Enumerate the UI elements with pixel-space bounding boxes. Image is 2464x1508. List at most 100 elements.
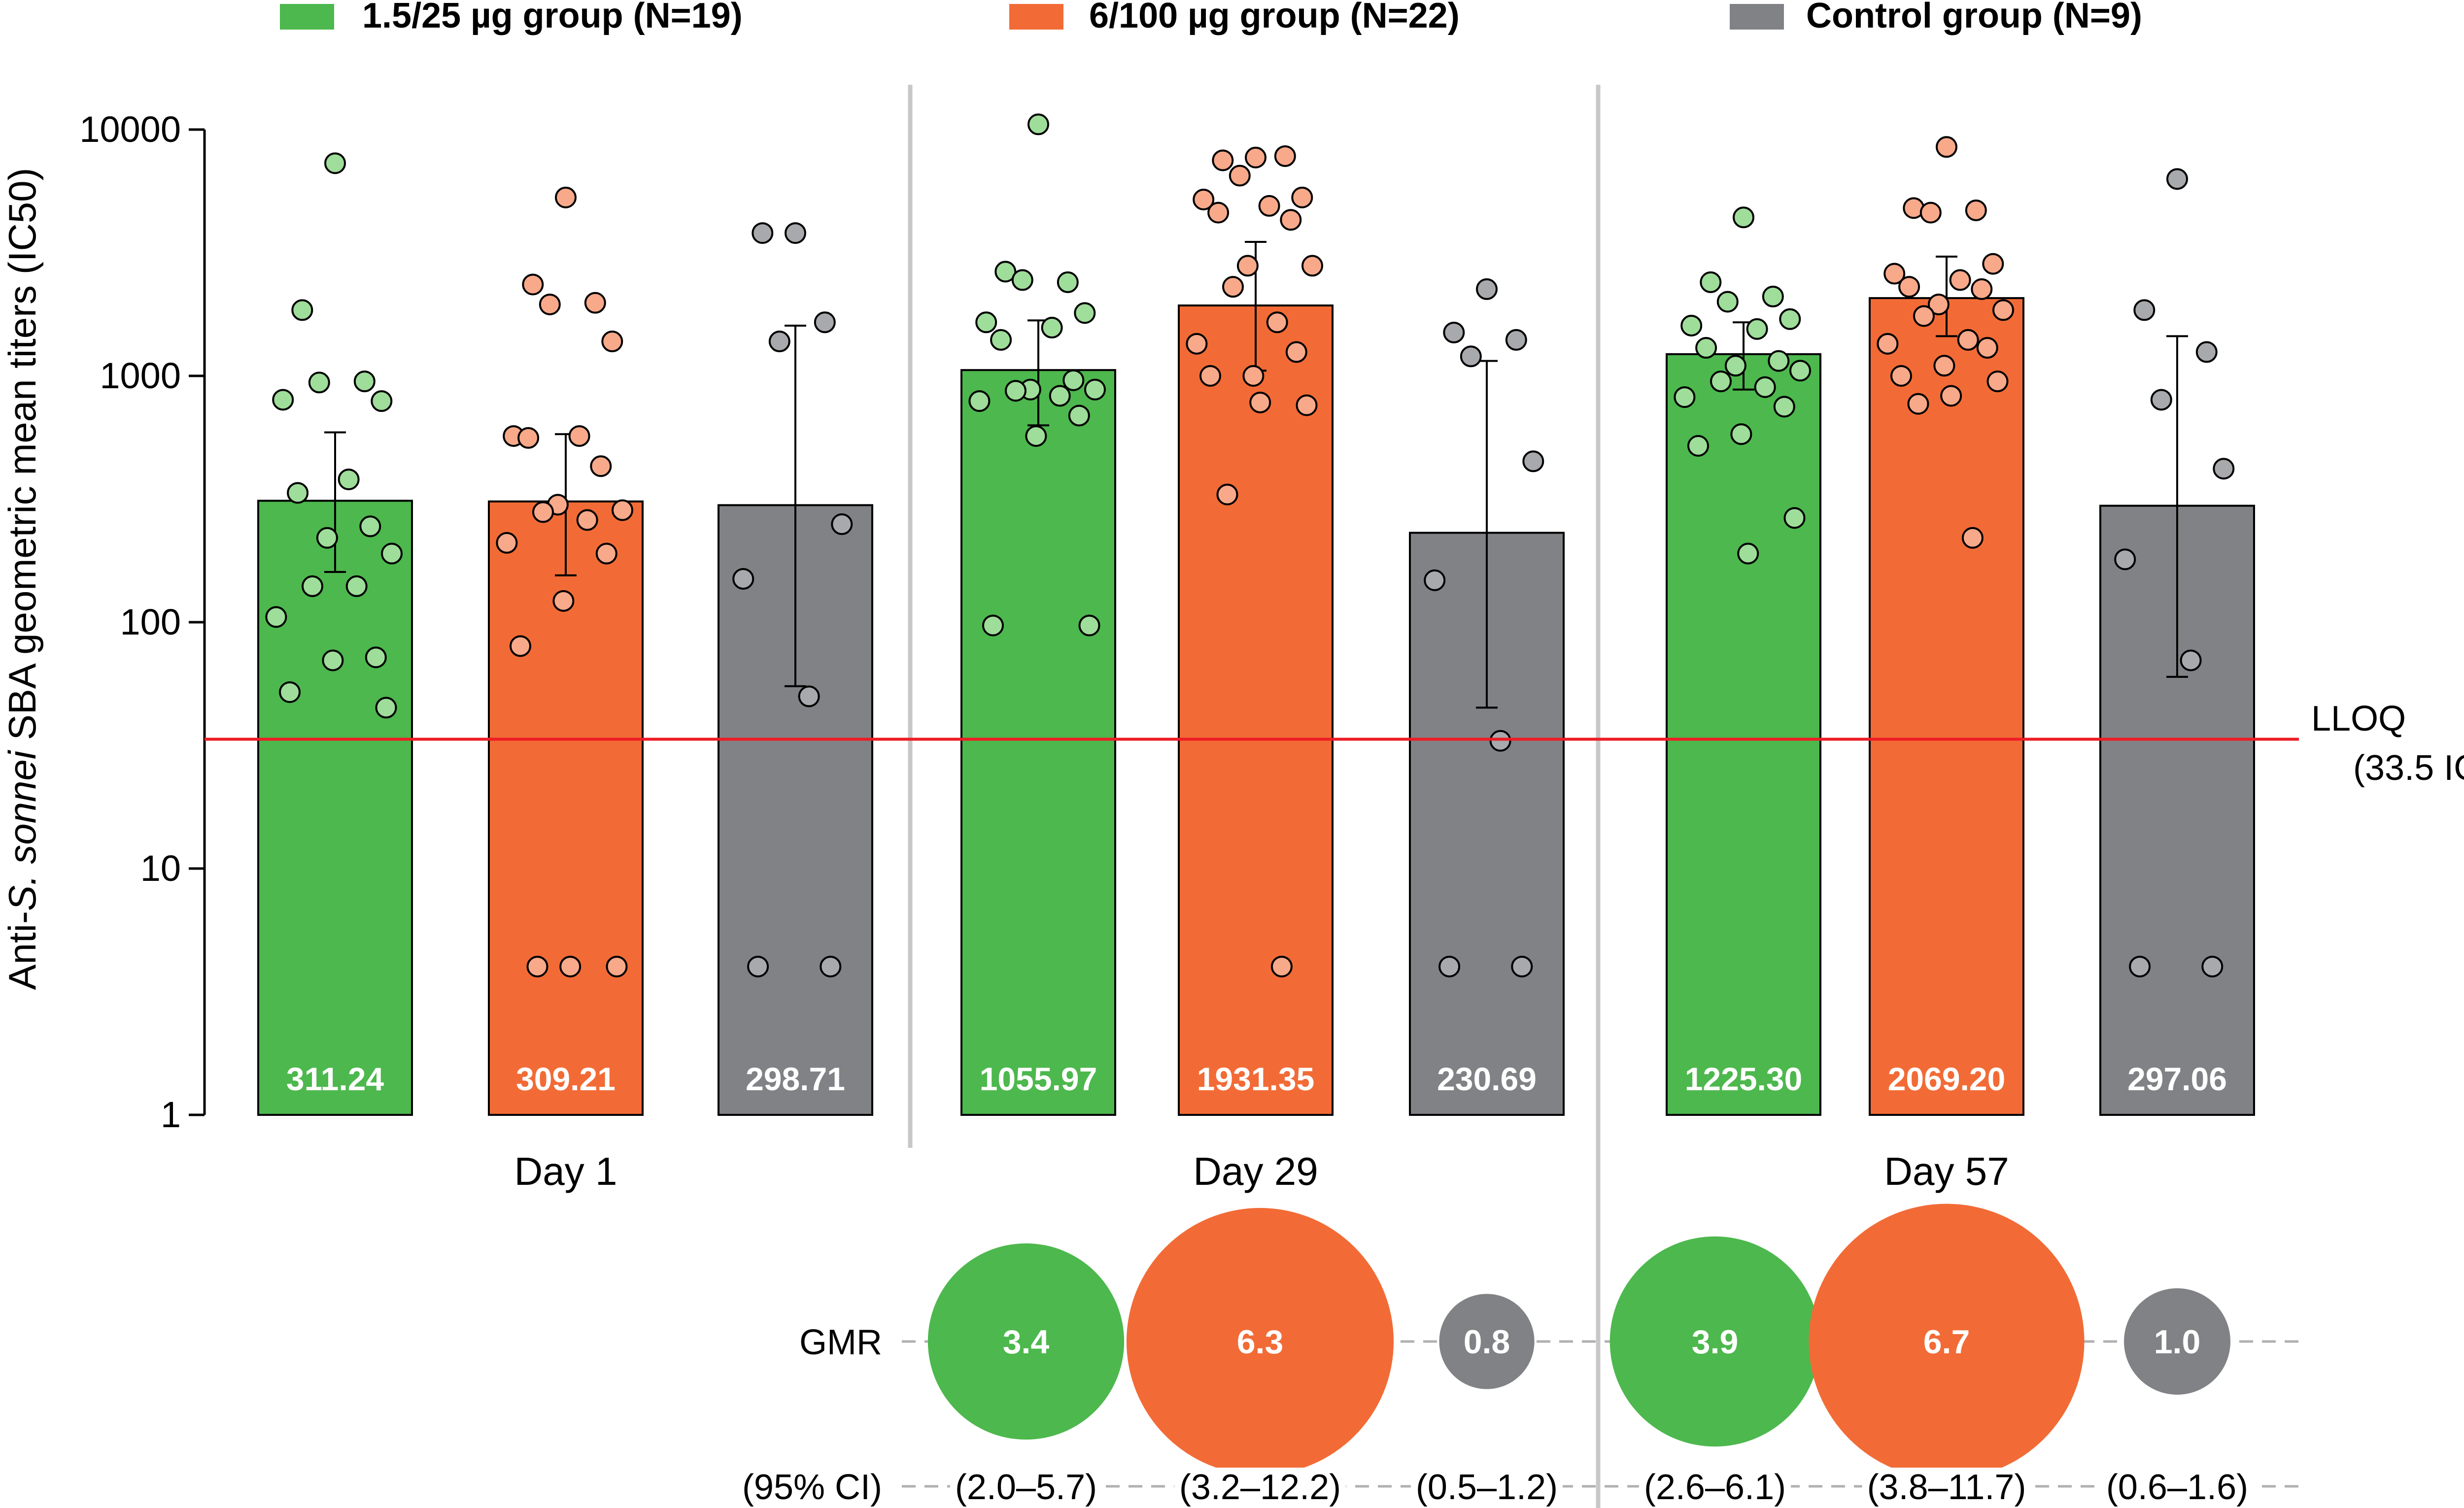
gmr-circle [1809,1204,2085,1479]
legend-label-low: 1.5/25 µg group (N=19) [362,0,743,35]
data-point [324,152,346,174]
bar-value-label: 1225.30 [1685,1061,1803,1097]
data-point [510,635,531,657]
bar-group-low: 1055.97 [960,113,1116,1116]
data-point [584,292,606,314]
bar-group-control: 230.69 [1409,278,1565,1116]
data-point [1505,329,1527,351]
data-point [552,590,575,612]
data-point [559,955,582,977]
data-point [2201,955,2224,977]
data-point [272,389,294,411]
data-point [2129,955,2151,977]
y-axis-title: Anti-S. sonnei SBA geometric mean titers… [0,168,44,990]
bar-group-high: 1931.35 [1178,145,1334,1116]
data-point [1976,337,1998,359]
data-point [1222,276,1244,298]
gmr-bubble-control: 1.0 (0.6–1.6) [2101,1288,2254,1507]
data-point [1992,299,2014,321]
bar-value-label: 298.71 [746,1061,845,1097]
bar [1869,297,2024,1116]
gmr-value-label: 1.0 [2154,1323,2201,1361]
data-point [308,371,330,394]
bar-value-label: 2069.20 [1888,1061,2006,1097]
y-axis-title-organism: S. sonnei [0,749,44,911]
bar-group-control: 297.06 [2099,168,2255,1116]
data-point [279,681,301,703]
legend: 1.5/25 µg group (N=19) 6/100 µg group (N… [280,0,2142,35]
data-point [768,331,790,353]
data-point [1236,255,1259,277]
data-point [1965,199,1987,221]
gmr-ci-label-bg [2101,1468,2254,1507]
data-point [371,390,393,412]
data-point [1762,285,1784,307]
gmr-circle [927,1243,1125,1440]
data-point [1011,269,1033,291]
data-point [1940,385,1962,407]
gmr-row-label: GMR [799,1323,882,1362]
legend-item-control: Control group (N=9) [1730,0,2142,35]
day-label: Day 29 [1193,1149,1318,1193]
data-point [595,542,617,565]
data-point [1883,263,1906,285]
bar-value-label: 1055.97 [980,1061,1097,1097]
gmr-ci-label: (2.6–6.1) [1644,1468,1786,1507]
bar-group-low: 311.24 [257,152,413,1116]
gmr-value-label: 6.7 [1923,1323,1970,1361]
data-point [1746,318,1768,340]
data-point [2150,389,2172,411]
data-point [1424,569,1446,591]
data-point [1730,423,1752,445]
data-point [1005,380,1027,402]
data-point [1511,955,1533,977]
data-point [606,955,628,977]
data-point [1245,146,1266,168]
data-point [1961,527,1984,549]
data-point [732,568,754,590]
data-point [381,542,403,565]
data-point [522,273,544,296]
gmr-ci-label-bg [1410,1468,1563,1507]
gmr-ci-label: (0.6–1.6) [2106,1468,2248,1507]
data-point [316,527,338,549]
data-point [2213,458,2235,480]
gmr-ci-label-bg [1862,1468,2031,1507]
y-tick-label: 1000 [100,355,181,396]
data-point [994,261,1017,283]
data-point [1049,385,1071,407]
y-axis: 1 10 100 1000 10000 [79,109,206,1135]
y-tick-label: 100 [120,602,181,642]
data-point [1186,333,1208,355]
data-point [982,614,1004,637]
data-point [968,390,991,412]
data-point [1212,149,1234,171]
data-point [1301,255,1323,277]
y-tick-label: 10000 [79,109,181,150]
gmr-circle [2124,1288,2230,1395]
legend-label-high: 6/100 µg group (N=22) [1089,0,1460,35]
bar [257,500,413,1116]
data-point [2166,168,2188,190]
legend-label-control: Control group (N=9) [1806,0,2142,35]
y-tick-label: 1 [161,1094,181,1135]
data-point [1074,302,1096,324]
data-point [1982,253,2004,275]
data-point [1680,314,1703,336]
data-point [1057,271,1079,293]
data-point [1687,435,1709,457]
data-point [1216,483,1238,505]
gmr-bubble-high: 6.3 (3.2–12.2) [1126,1207,1394,1507]
gmr-ci-row-label: (95% CI) [742,1468,882,1507]
data-point [1927,293,1950,315]
data-point [814,311,836,334]
gmr-value-label: 3.9 [1692,1323,1739,1361]
data-point [990,329,1012,351]
gmr-ci-label: (3.2–12.2) [1179,1468,1341,1507]
data-point [539,293,561,315]
data-point [287,482,309,504]
data-point [1695,337,1717,359]
gmr-ci-label: (2.0–5.7) [955,1468,1097,1507]
gmr-ci-label-bg [1174,1468,1346,1507]
data-point [1724,355,1746,377]
